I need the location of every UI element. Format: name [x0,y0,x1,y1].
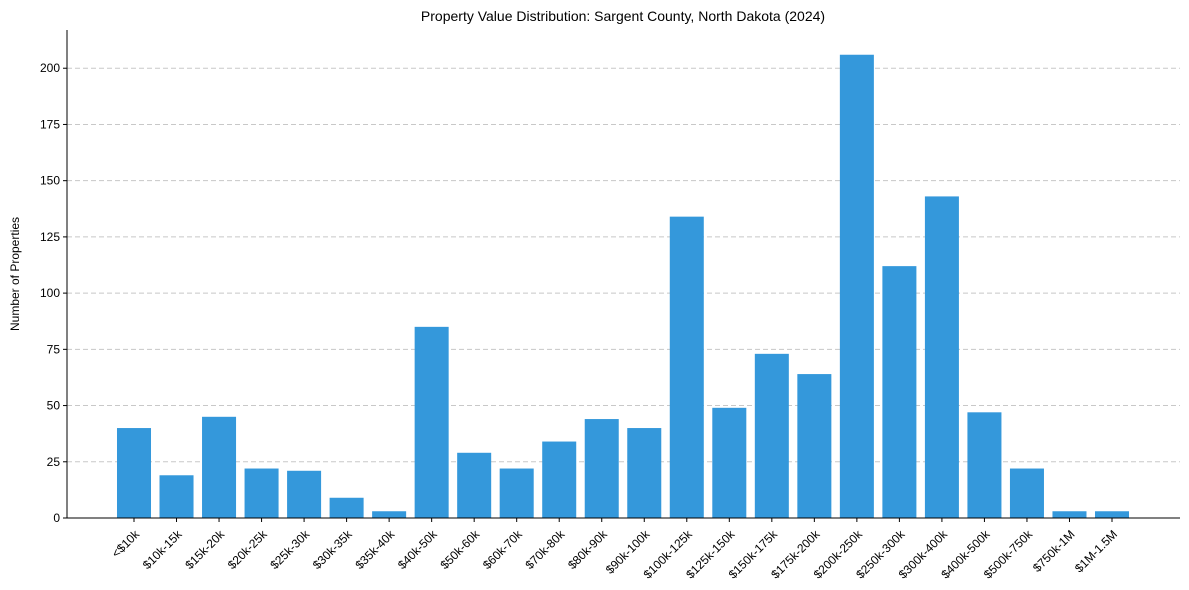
y-axis-label: Number of Properties [8,217,22,331]
x-tick-label: $30k-35k [310,527,356,573]
y-gridlines [67,67,1180,463]
y-tick-label: 100 [40,286,60,300]
bar [244,468,279,518]
y-tick-label: 125 [40,230,60,244]
bar [116,428,152,518]
x-tick-label: $40k-50k [395,527,441,573]
bar [202,416,237,518]
x-tick-label: $1M-1.5M [1072,527,1120,575]
bar [414,326,449,518]
x-tick-label: $70k-80k [523,527,569,573]
x-ticks: <$10k$10k-15k$15k-20k$20k-25k$25k-30k$30… [109,518,1120,581]
bar [669,216,704,519]
x-tick-label: $10k-15k [140,527,186,573]
bar [797,374,832,518]
bar [542,441,577,518]
x-tick-label: $25k-30k [267,527,313,573]
y-tick-label: 50 [47,399,61,413]
bar [287,470,322,518]
bar [712,407,747,518]
y-tick-label: 25 [47,455,61,469]
bar [372,511,407,518]
bar [754,353,789,518]
y-tick-label: 75 [47,342,61,356]
x-tick-label: $750k-1M [1030,527,1078,575]
y-tick-label: 0 [53,511,60,525]
bar [924,196,959,519]
bar [499,468,534,518]
x-tick-label: <$10k [109,527,143,561]
bar [839,54,874,518]
x-tick-label: $60k-70k [480,527,526,573]
chart-title: Property Value Distribution: Sargent Cou… [421,8,825,24]
bar [1052,511,1087,518]
bar [457,452,492,518]
x-tick-label: $50k-60k [437,527,483,573]
bar [967,412,1002,518]
bars [116,54,1130,519]
y-ticks: 0 25 50 75 100 125 150 175 200 [40,61,67,525]
bar [1094,511,1130,518]
y-tick-label: 150 [40,174,60,188]
x-tick-label: $20k-25k [225,527,271,573]
bar [159,475,194,518]
bar [1009,468,1044,518]
y-tick-label: 200 [40,61,60,75]
bar [882,266,917,518]
bar [627,428,662,518]
x-tick-label: $15k-20k [182,527,228,573]
x-tick-label: $35k-40k [352,527,398,573]
bar [584,419,619,518]
axes [66,30,1180,519]
y-tick-label: 175 [40,117,60,131]
bar [329,497,364,518]
